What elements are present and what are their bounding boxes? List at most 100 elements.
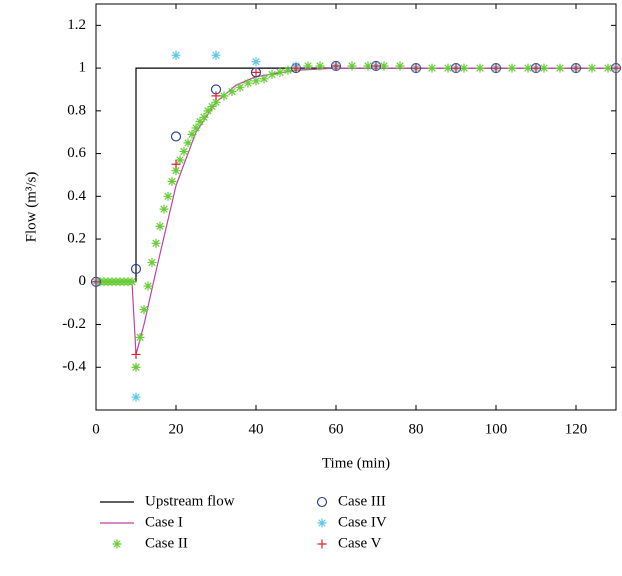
data-point xyxy=(167,176,177,186)
y-tick-label: -0.2 xyxy=(62,316,86,332)
data-point xyxy=(363,61,373,71)
data-point xyxy=(451,63,461,73)
data-point xyxy=(203,106,213,116)
data-point xyxy=(251,76,261,86)
y-tick-label: 1.2 xyxy=(67,17,86,33)
data-point xyxy=(131,392,141,402)
x-tick-label: 40 xyxy=(249,421,264,437)
legend-swatch xyxy=(316,496,328,508)
data-point xyxy=(170,131,182,142)
data-point xyxy=(371,61,381,71)
x-axis-label: Time (min) xyxy=(322,455,390,471)
data-point xyxy=(539,63,549,73)
data-point xyxy=(411,63,421,73)
x-tick-label: 120 xyxy=(565,421,588,437)
data-point xyxy=(159,204,169,214)
data-point xyxy=(151,238,161,248)
legend-label: Upstream flow xyxy=(145,493,235,509)
series-line xyxy=(96,67,616,283)
data-point xyxy=(571,63,581,73)
data-point xyxy=(175,155,185,165)
data-point xyxy=(171,166,181,176)
data-point xyxy=(259,74,269,84)
y-tick-label: 0.6 xyxy=(67,145,86,161)
data-point xyxy=(251,57,261,67)
x-tick-label: 20 xyxy=(169,421,184,437)
data-point xyxy=(331,61,341,71)
x-tick-label: 80 xyxy=(409,421,424,437)
data-point xyxy=(443,63,453,73)
data-point xyxy=(251,67,261,77)
x-tick-label: 60 xyxy=(329,421,344,437)
data-point xyxy=(267,70,277,80)
data-point xyxy=(303,61,313,71)
y-axis-label: Flow (m³/s) xyxy=(23,172,39,243)
data-point xyxy=(491,63,501,73)
data-point xyxy=(347,61,357,71)
data-point xyxy=(183,138,193,148)
data-point xyxy=(171,159,181,169)
data-point xyxy=(131,362,141,372)
y-tick-label: 0.4 xyxy=(67,188,86,204)
data-point xyxy=(587,63,597,73)
data-point xyxy=(171,50,181,60)
data-point xyxy=(275,67,285,77)
legend-label: Case IV xyxy=(338,514,387,530)
data-point xyxy=(555,63,565,73)
data-point xyxy=(179,146,189,156)
legend-label: Case II xyxy=(145,535,188,551)
legend-label: Case V xyxy=(338,535,382,551)
data-point xyxy=(379,61,389,71)
data-point xyxy=(211,50,221,60)
y-tick-label: 0.2 xyxy=(67,230,86,246)
data-point xyxy=(611,63,621,73)
data-point xyxy=(195,117,205,127)
data-point xyxy=(127,277,137,287)
data-point xyxy=(219,91,229,101)
data-point xyxy=(131,349,141,359)
legend-swatch xyxy=(317,539,327,549)
data-point xyxy=(211,91,221,101)
data-point xyxy=(143,281,153,291)
data-point xyxy=(207,102,217,112)
legend-label: Case III xyxy=(338,493,386,509)
data-point xyxy=(395,61,405,71)
y-tick-label: -0.4 xyxy=(62,359,86,375)
data-point xyxy=(163,191,173,201)
data-point xyxy=(147,258,157,268)
data-point xyxy=(135,332,145,342)
data-point xyxy=(475,63,485,73)
data-point xyxy=(155,221,165,231)
x-tick-label: 0 xyxy=(92,421,100,437)
plot-frame xyxy=(95,3,617,411)
data-point xyxy=(459,63,469,73)
x-tick-label: 100 xyxy=(485,421,508,437)
y-tick-label: 0.8 xyxy=(67,102,86,118)
legend-label: Case I xyxy=(145,514,183,530)
data-point xyxy=(130,263,142,275)
data-point xyxy=(507,63,517,73)
data-point xyxy=(139,305,149,315)
data-point xyxy=(191,123,201,133)
y-tick-label: 1 xyxy=(79,60,87,76)
series-line xyxy=(96,67,616,355)
data-point xyxy=(283,65,293,75)
data-point xyxy=(315,61,325,71)
data-point xyxy=(523,63,533,73)
legend-swatch xyxy=(112,539,122,549)
data-point xyxy=(603,63,613,73)
data-point xyxy=(235,82,245,92)
data-point xyxy=(427,63,437,73)
data-point xyxy=(91,277,101,287)
legend-swatch xyxy=(317,518,327,528)
data-point xyxy=(227,87,237,97)
data-point xyxy=(243,78,253,88)
y-tick-label: 0 xyxy=(79,273,87,289)
data-point xyxy=(531,63,541,73)
data-point xyxy=(199,112,209,122)
data-point xyxy=(187,129,197,139)
data-point xyxy=(211,97,221,107)
data-point xyxy=(291,63,301,73)
